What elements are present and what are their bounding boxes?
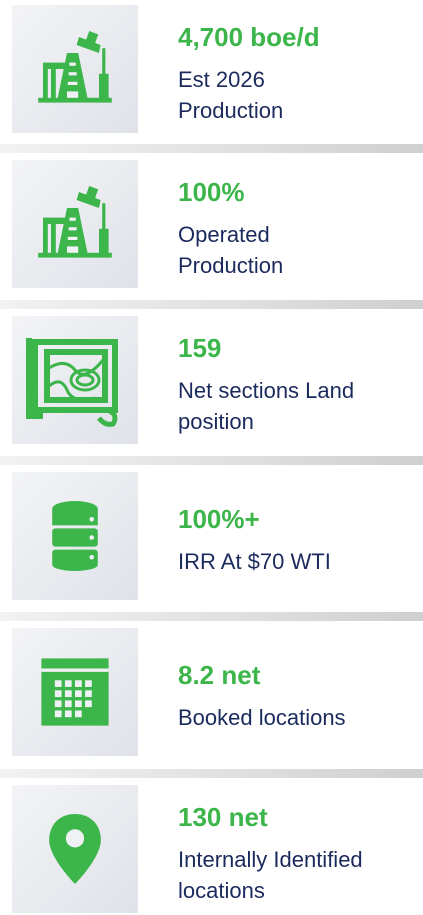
stat-value: 100%	[178, 177, 245, 207]
stat-label: Net sections Land	[178, 378, 354, 403]
separator	[0, 144, 423, 153]
stat-value: 100%+	[178, 504, 260, 534]
stat-label: Internally Identified	[178, 847, 363, 872]
rows: 4,700 boe/d Est 2026 Production 100% Operate…	[0, 5, 423, 913]
separator	[0, 612, 423, 621]
stat-label: Production	[178, 98, 283, 123]
icon	[52, 501, 98, 571]
stat-label: Est 2026	[178, 67, 265, 92]
stat-label: position	[178, 409, 254, 434]
separator	[0, 300, 423, 309]
separator	[0, 456, 423, 465]
stat-label: Operated	[178, 222, 270, 247]
stat-value: 130 net	[178, 802, 268, 832]
icon	[41, 658, 108, 725]
stat-label: Production	[178, 253, 283, 278]
separator	[0, 769, 423, 778]
stat-value: 159	[178, 333, 221, 363]
stat-value: 4,700 boe/d	[178, 22, 320, 52]
stat-label: locations	[178, 878, 265, 903]
stat-label: IRR At $70 WTI	[178, 549, 331, 574]
stat-value: 8.2 net	[178, 660, 261, 690]
stat-label: Booked locations	[178, 705, 346, 730]
